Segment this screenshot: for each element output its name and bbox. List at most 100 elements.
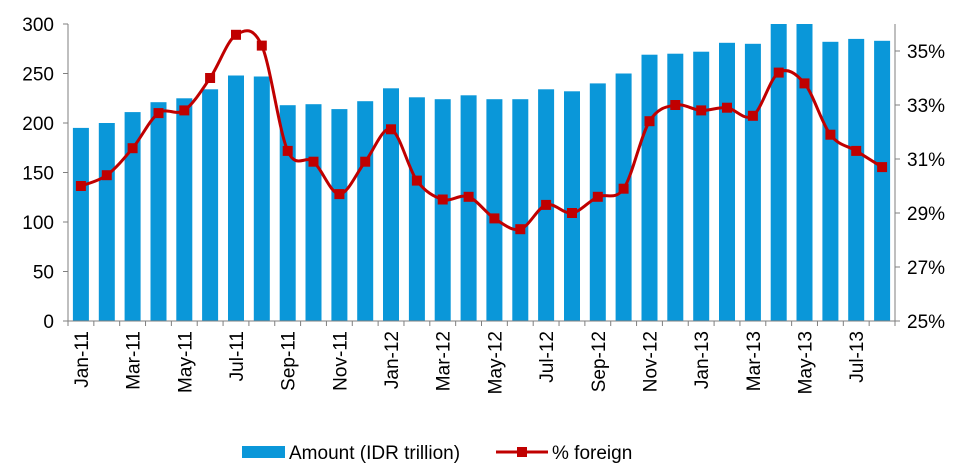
left-y-tick-label: 100 [22, 213, 54, 234]
bar-series [72, 24, 891, 322]
line-point-jul-13 [851, 145, 862, 156]
bar-nov-11 [331, 109, 348, 321]
line-point-dec-11 [360, 156, 371, 167]
bar-mar-11 [124, 112, 141, 321]
bar-jan-12 [383, 88, 399, 321]
line-point-jul-12 [541, 199, 552, 210]
line-point-mar-11 [127, 143, 138, 154]
bar-may-12 [486, 99, 503, 321]
line-point-dec-12 [670, 100, 681, 110]
x-tick-label: Mar-12 [434, 331, 455, 391]
axis-ticks: 0 50 100 150 200 250 300 25% 27% 29% 31% 33% 35% Jan-… [22, 15, 945, 394]
bar-may-11 [176, 98, 193, 322]
line-point-nov-11 [334, 189, 345, 200]
bar-apr-12 [460, 95, 477, 321]
bar-feb-11 [98, 123, 115, 321]
line-point-oct-11 [308, 156, 319, 167]
right-y-tick-label: 29% [907, 204, 945, 225]
bar-apr-11 [150, 102, 167, 321]
bar-feb-13 [719, 42, 735, 322]
legend: Amount (IDR trillion) % foreign [242, 443, 632, 464]
left-y-tick-label: 250 [22, 65, 54, 86]
x-tick-label: Nov-12 [640, 331, 661, 392]
bar-dec-11 [357, 101, 374, 321]
left-y-tick-label: 50 [33, 263, 54, 284]
line-point-feb-12 [411, 175, 422, 186]
line-point-jul-11 [231, 29, 241, 40]
bar-aug-11 [253, 76, 270, 321]
left-y-tick-label: 0 [43, 312, 54, 333]
line-point-mar-12 [437, 194, 448, 205]
x-tick-label: Nov-11 [330, 331, 351, 391]
legend-label-foreign: % foreign [552, 443, 632, 464]
bar-feb-12 [408, 97, 425, 321]
x-tick-label: Jul-12 [537, 331, 558, 383]
line-point-apr-12 [463, 191, 474, 202]
line-point-mar-13 [747, 110, 758, 121]
line-point-jan-11 [75, 181, 86, 191]
line-point-jan-13 [696, 105, 707, 116]
line-point-apr-13 [773, 67, 784, 78]
x-tick-label: Sep-11 [279, 331, 300, 391]
legend-label-amount: Amount (IDR trillion) [289, 443, 460, 464]
line-point-sep-12 [592, 191, 603, 202]
line-point-aug-13 [877, 162, 888, 173]
line-point-aug-12 [567, 208, 577, 218]
bar-jan-11 [72, 127, 89, 322]
line-point-jun-12 [515, 224, 526, 235]
x-tick-label: May-12 [485, 331, 506, 394]
left-y-tick-label: 200 [22, 114, 54, 135]
bar-may-13 [796, 24, 813, 321]
right-y-tick-label: 35% [907, 42, 945, 63]
line-point-feb-11 [101, 170, 112, 181]
line-point-may-11 [179, 105, 190, 116]
line-series [75, 29, 888, 235]
x-tick-label: Jul-11 [227, 331, 248, 381]
foreign-share-line [80, 29, 883, 232]
line-point-may-13 [799, 78, 810, 89]
bar-oct-12 [615, 73, 632, 321]
x-tick-label: Mar-13 [744, 331, 765, 391]
x-tick-label: Jan-12 [382, 331, 403, 389]
right-y-tick-label: 27% [907, 258, 945, 279]
right-y-tick-label: 25% [907, 312, 945, 333]
bar-jan-13 [693, 51, 710, 321]
bar-jul-11 [228, 75, 244, 321]
x-tick-label: Jul-13 [847, 331, 868, 383]
bar-jun-12 [512, 99, 529, 321]
line-point-jan-12 [386, 124, 396, 135]
line-point-feb-13 [722, 102, 732, 113]
x-tick-label: May-11 [175, 331, 196, 393]
left-y-tick-label: 300 [22, 15, 54, 36]
bar-aug-13 [874, 40, 891, 322]
bar-dec-12 [667, 53, 684, 321]
line-point-apr-11 [153, 108, 164, 119]
bar-jun-11 [202, 89, 219, 321]
bar-jul-13 [848, 38, 865, 322]
line-point-jun-13 [825, 129, 836, 140]
legend-bar-swatch-icon [242, 446, 285, 458]
line-point-may-12 [489, 213, 500, 224]
line-point-aug-11 [256, 40, 267, 51]
line-point-jun-11 [205, 73, 216, 83]
x-tick-label: May-13 [796, 331, 817, 394]
right-y-tick-label: 33% [907, 96, 945, 117]
bar-sep-12 [589, 83, 606, 322]
right-y-tick-label: 31% [907, 150, 945, 171]
bar-mar-12 [434, 99, 451, 321]
bar-nov-12 [641, 54, 658, 321]
bar-mar-13 [744, 43, 761, 322]
bar-aug-12 [564, 91, 580, 321]
bar-oct-11 [305, 104, 322, 321]
legend-marker-icon [517, 447, 527, 457]
bar-jun-13 [822, 41, 839, 322]
line-point-oct-12 [618, 183, 629, 194]
x-tick-label: Jan-11 [72, 331, 93, 388]
bar-apr-13 [770, 24, 787, 321]
left-y-tick-label: 150 [22, 164, 54, 185]
line-point-sep-11 [282, 145, 293, 156]
x-tick-label: Sep-12 [589, 331, 610, 392]
x-tick-label: Jan-13 [692, 331, 713, 389]
x-tick-label: Mar-11 [124, 331, 145, 390]
